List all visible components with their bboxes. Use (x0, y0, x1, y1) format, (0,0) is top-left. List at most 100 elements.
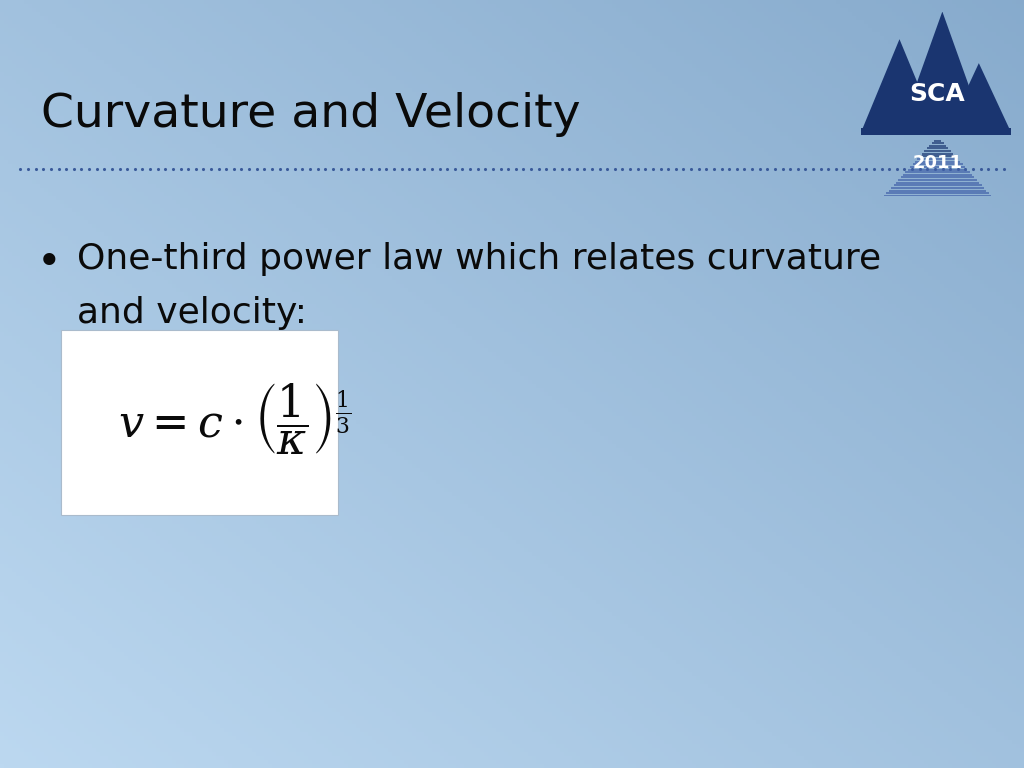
Point (942, 163, 958, 175)
Point (508, 163, 524, 175)
Point (706, 163, 722, 175)
Point (561, 163, 578, 175)
Point (180, 163, 197, 175)
Text: and velocity:: and velocity: (77, 296, 307, 329)
Point (995, 163, 1012, 175)
Point (645, 163, 662, 175)
Point (812, 163, 828, 175)
Point (904, 163, 921, 175)
Point (187, 163, 204, 175)
Point (431, 163, 447, 175)
Point (58, 163, 75, 175)
Point (683, 163, 699, 175)
Point (546, 163, 562, 175)
Point (973, 163, 989, 175)
Point (264, 163, 281, 175)
Point (988, 163, 1005, 175)
Point (630, 163, 646, 175)
Point (386, 163, 402, 175)
Point (35, 163, 51, 175)
Point (698, 163, 715, 175)
Point (934, 163, 950, 175)
Point (317, 163, 334, 175)
Point (416, 163, 432, 175)
Point (371, 163, 387, 175)
Point (782, 163, 799, 175)
Point (949, 163, 966, 175)
Point (721, 163, 737, 175)
Point (500, 163, 516, 175)
Point (196, 163, 212, 175)
Point (568, 163, 585, 175)
Bar (861, 127, 1011, 135)
Point (203, 163, 219, 175)
Point (50, 163, 67, 175)
Point (287, 163, 303, 175)
Point (660, 163, 677, 175)
Point (225, 163, 242, 175)
Point (927, 163, 943, 175)
Point (340, 163, 356, 175)
Point (584, 163, 600, 175)
Point (74, 163, 90, 175)
Point (858, 163, 874, 175)
Point (279, 163, 295, 175)
Point (920, 163, 936, 175)
Point (401, 163, 418, 175)
Point (553, 163, 569, 175)
Point (455, 163, 471, 175)
Point (119, 163, 135, 175)
Point (325, 163, 341, 175)
Point (790, 163, 806, 175)
Point (241, 163, 257, 175)
Point (393, 163, 410, 175)
Polygon shape (899, 12, 985, 131)
Point (172, 163, 188, 175)
Point (889, 163, 905, 175)
Point (88, 163, 104, 175)
Point (767, 163, 783, 175)
Point (911, 163, 928, 175)
Point (805, 163, 821, 175)
Point (827, 163, 844, 175)
Point (743, 163, 760, 175)
Point (798, 163, 814, 175)
Point (378, 163, 394, 175)
Point (28, 163, 44, 175)
Point (355, 163, 372, 175)
Point (614, 163, 631, 175)
Point (309, 163, 326, 175)
Point (12, 163, 29, 175)
Point (150, 163, 166, 175)
Point (752, 163, 768, 175)
Point (493, 163, 509, 175)
Point (210, 163, 226, 175)
Point (530, 163, 547, 175)
Bar (61, 330, 338, 515)
Point (362, 163, 379, 175)
Point (980, 163, 996, 175)
Point (294, 163, 310, 175)
Point (477, 163, 494, 175)
Point (843, 163, 859, 175)
Point (820, 163, 837, 175)
Text: SCA: SCA (909, 82, 966, 107)
Point (599, 163, 615, 175)
Point (256, 163, 272, 175)
Text: One-third power law which relates curvature: One-third power law which relates curvat… (77, 242, 881, 276)
Point (81, 163, 97, 175)
Point (523, 163, 540, 175)
Point (865, 163, 882, 175)
Point (409, 163, 425, 175)
Point (66, 163, 82, 175)
Point (96, 163, 113, 175)
Point (446, 163, 463, 175)
Point (302, 163, 318, 175)
Point (249, 163, 265, 175)
Point (439, 163, 456, 175)
Point (759, 163, 775, 175)
Point (622, 163, 638, 175)
Point (271, 163, 288, 175)
Text: 2011: 2011 (912, 154, 963, 172)
Point (729, 163, 745, 175)
